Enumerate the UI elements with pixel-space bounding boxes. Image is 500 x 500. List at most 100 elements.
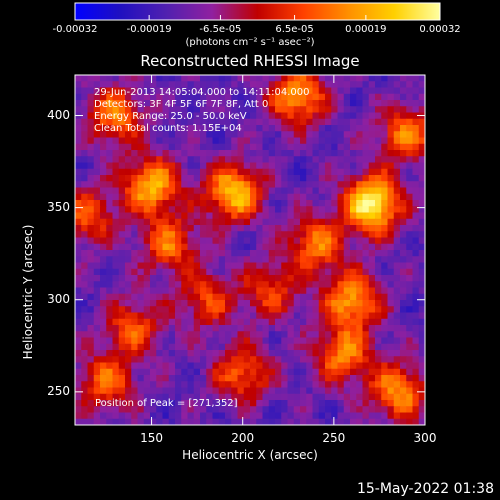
heatmap-cell	[156, 256, 164, 264]
heatmap-cell	[287, 125, 295, 132]
heatmap-cell	[287, 331, 295, 339]
heatmap-cell	[118, 112, 126, 120]
heatmap-cell	[156, 275, 164, 282]
heatmap-cell	[312, 375, 320, 382]
heatmap-cell	[87, 393, 95, 401]
heatmap-cell	[287, 350, 295, 357]
heatmap-cell	[81, 331, 89, 339]
heatmap-cell	[156, 231, 164, 239]
heatmap-cell	[206, 231, 214, 239]
heatmap-cell	[237, 287, 245, 295]
heatmap-cell	[137, 281, 145, 289]
heatmap-cell	[81, 100, 89, 107]
heatmap-cell	[212, 225, 220, 232]
heatmap-cell	[181, 162, 189, 170]
heatmap-cell	[93, 100, 101, 107]
heatmap-cell	[231, 393, 239, 401]
heatmap-cell	[200, 262, 207, 270]
heatmap-cell	[181, 106, 189, 114]
heatmap-cell	[106, 168, 114, 176]
heatmap-cell	[243, 125, 251, 132]
heatmap-cell	[268, 87, 276, 95]
heatmap-cell	[87, 212, 95, 220]
heatmap-cell	[243, 256, 251, 264]
heatmap-cell	[231, 331, 239, 339]
heatmap-cell	[168, 112, 176, 120]
heatmap-cell	[106, 412, 114, 420]
heatmap-cell	[256, 231, 264, 239]
heatmap-cell	[187, 362, 195, 370]
colorbar-tick-label: 0.00032	[419, 24, 461, 35]
heatmap-cell	[331, 418, 339, 425]
heatmap-cell	[150, 100, 157, 107]
heatmap-cell	[93, 281, 101, 289]
heatmap-cell	[350, 356, 357, 364]
heatmap-cell	[206, 131, 214, 139]
heatmap-cell	[212, 193, 220, 201]
heatmap-cell	[350, 175, 357, 182]
heatmap-cell	[200, 206, 207, 214]
heatmap-cell	[181, 318, 189, 326]
heatmap-cell	[325, 318, 332, 326]
heatmap-cell	[156, 412, 164, 420]
heatmap-cell	[325, 131, 332, 139]
heatmap-cell	[343, 418, 351, 425]
heatmap-cell	[275, 356, 282, 364]
heatmap-cell	[256, 75, 264, 82]
heatmap-cell	[300, 118, 307, 126]
heatmap-cell	[343, 81, 351, 89]
heatmap-cell	[306, 156, 314, 164]
heatmap-cell	[206, 225, 214, 232]
heatmap-cell	[275, 362, 282, 370]
heatmap-cell	[337, 400, 345, 407]
heatmap-cell	[250, 318, 257, 326]
heatmap-cell	[412, 406, 420, 414]
heatmap-cell	[400, 206, 407, 214]
heatmap-cell	[150, 156, 157, 164]
heatmap-cell	[387, 337, 395, 345]
heatmap-cell	[406, 343, 414, 351]
heatmap-cell	[193, 287, 201, 295]
heatmap-cell	[156, 137, 164, 145]
heatmap-cell	[350, 181, 357, 189]
heatmap-cell	[418, 381, 425, 389]
heatmap-cell	[162, 193, 170, 201]
heatmap-cell	[137, 75, 145, 82]
heatmap-cell	[331, 312, 339, 320]
heatmap-cell	[381, 168, 389, 176]
heatmap-cell	[300, 268, 307, 276]
heatmap-cell	[393, 281, 401, 289]
colorbar-units: (photons cm⁻² s⁻¹ asec⁻²)	[185, 37, 315, 48]
heatmap-cell	[275, 143, 282, 151]
heatmap-cell	[375, 181, 382, 189]
heatmap-cell	[356, 131, 364, 139]
heatmap-cell	[256, 243, 264, 251]
heatmap-cell	[393, 287, 401, 295]
heatmap-cell	[300, 212, 307, 220]
heatmap-cell	[350, 156, 357, 164]
heatmap-cell	[300, 362, 307, 370]
heatmap-cell	[350, 87, 357, 95]
heatmap-cell	[137, 181, 145, 189]
heatmap-cell	[281, 125, 289, 132]
heatmap-cell	[268, 118, 276, 126]
heatmap-cell	[243, 93, 251, 101]
heatmap-cell	[406, 406, 414, 414]
heatmap-cell	[387, 275, 395, 282]
heatmap-cell	[381, 162, 389, 170]
heatmap-cell	[250, 387, 257, 395]
heatmap-cell	[381, 418, 389, 425]
heatmap-cell	[93, 137, 101, 145]
heatmap-cell	[143, 162, 151, 170]
heatmap-cell	[162, 362, 170, 370]
heatmap-cell	[156, 331, 164, 339]
heatmap-cell	[350, 168, 357, 176]
heatmap-cell	[118, 100, 126, 107]
heatmap-cell	[343, 275, 351, 282]
heatmap-cell	[118, 356, 126, 364]
heatmap-cell	[275, 175, 282, 182]
heatmap-cell	[125, 393, 132, 401]
heatmap-cell	[231, 81, 239, 89]
heatmap-cell	[262, 112, 270, 120]
heatmap-cell	[387, 187, 395, 195]
